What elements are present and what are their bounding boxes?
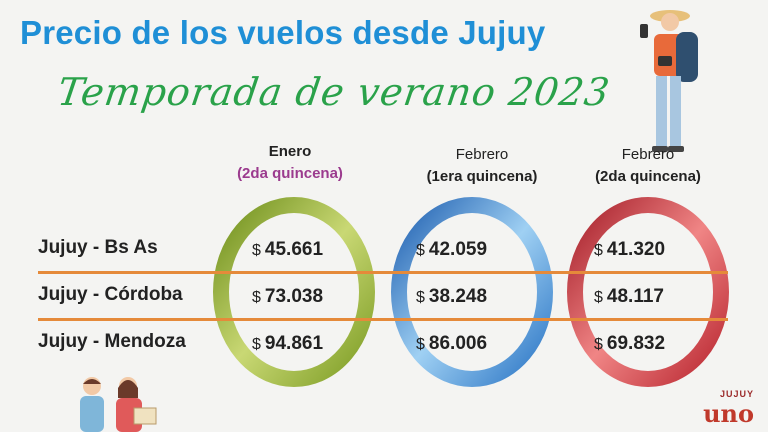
ring-febrero-1	[391, 197, 553, 387]
brand-logo: JUJUY uno	[703, 389, 754, 428]
price-value: 48.117	[606, 286, 664, 307]
route-label: Jujuy - Mendoza	[38, 331, 186, 352]
column-header-enero: Enero (2da quincena)	[220, 141, 360, 185]
currency-symbol: $	[416, 242, 425, 259]
ring-febrero-2	[567, 197, 729, 387]
route-label: Jujuy - Bs As	[38, 237, 158, 258]
price-value: 86.006	[428, 333, 488, 354]
price-value: 45.661	[264, 239, 324, 260]
row-divider	[38, 271, 728, 274]
column-month: Febrero	[455, 146, 509, 163]
couple-illustration	[80, 377, 157, 432]
column-period: (1era quincena)	[426, 168, 538, 185]
currency-symbol: $	[594, 242, 603, 259]
column-month: Enero	[268, 143, 312, 160]
page-title: Precio de los vuelos desde Jujuy	[20, 14, 546, 51]
price-cell: $38.248	[416, 286, 487, 308]
row-divider	[38, 318, 728, 321]
currency-symbol: $	[594, 289, 603, 306]
price-cell: $73.038	[252, 286, 323, 308]
ring-enero	[213, 197, 375, 387]
price-value: 41.320	[606, 239, 666, 260]
price-value: 94.861	[264, 333, 324, 354]
price-cell: $48.117	[594, 286, 664, 308]
price-value: 73.038	[264, 286, 324, 307]
column-header-febrero-1: Febrero (1era quincena)	[402, 144, 562, 188]
currency-symbol: $	[252, 242, 261, 259]
currency-symbol: $	[594, 336, 603, 353]
price-cell: $94.861	[252, 333, 323, 355]
brand-small-text: JUJUY	[719, 389, 754, 399]
price-cell: $42.059	[416, 239, 487, 261]
column-period: (2da quincena)	[237, 165, 343, 182]
price-cell: $86.006	[416, 333, 487, 355]
price-value: 42.059	[428, 239, 488, 260]
brand-name: uno	[703, 399, 754, 428]
currency-symbol: $	[416, 289, 425, 306]
price-value: 69.832	[606, 333, 666, 354]
price-cell: $41.320	[594, 239, 665, 261]
price-value: 38.248	[428, 286, 488, 307]
currency-symbol: $	[252, 336, 261, 353]
column-period: (2da quincena)	[595, 168, 701, 185]
currency-symbol: $	[252, 289, 261, 306]
column-month: Febrero	[621, 146, 675, 163]
column-header-febrero-2: Febrero (2da quincena)	[578, 144, 718, 188]
route-label: Jujuy - Córdoba	[38, 284, 183, 305]
currency-symbol: $	[416, 336, 425, 353]
traveler-illustration	[640, 10, 698, 152]
price-cell: $69.832	[594, 333, 665, 355]
price-cell: $45.661	[252, 239, 323, 261]
